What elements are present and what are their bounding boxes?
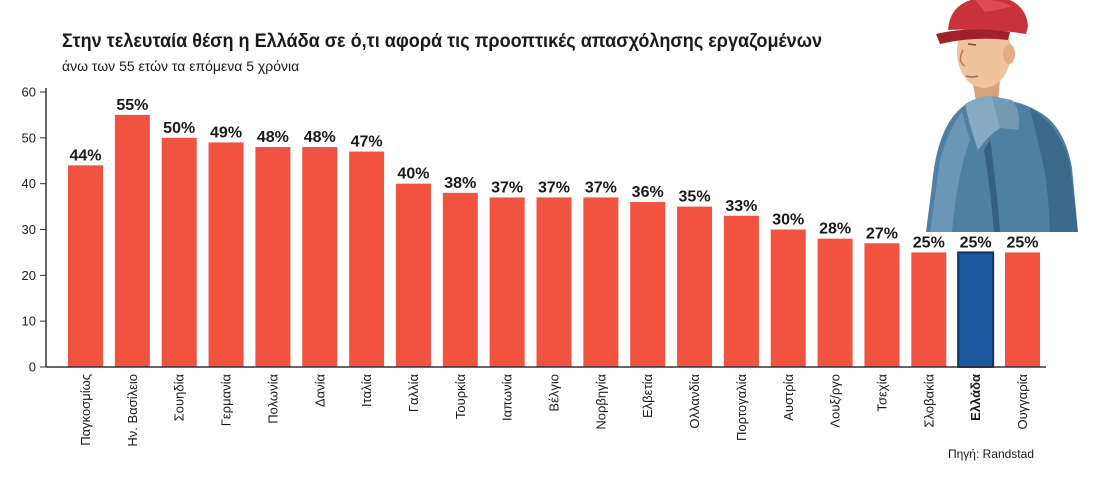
category-label: Νορβηγία bbox=[593, 374, 608, 430]
value-label: 55% bbox=[116, 97, 148, 114]
category-label: Γαλλία bbox=[406, 374, 421, 413]
y-axis: 0 10 20 30 40 50 60 bbox=[22, 85, 47, 375]
value-label: 25% bbox=[913, 234, 945, 251]
bar bbox=[68, 165, 103, 367]
category-label: Τουρκία bbox=[453, 374, 468, 420]
category-label: Ιταλία bbox=[359, 374, 374, 407]
bar bbox=[536, 197, 572, 367]
bar bbox=[630, 202, 666, 367]
value-label: 28% bbox=[819, 221, 851, 238]
bar-highlighted bbox=[957, 251, 995, 369]
bar bbox=[583, 197, 619, 367]
category-label: Ολλανδία bbox=[687, 374, 702, 429]
value-label: 38% bbox=[444, 175, 476, 192]
value-label: 35% bbox=[679, 189, 711, 206]
category-label: Ελβετία bbox=[640, 374, 655, 418]
bar bbox=[442, 192, 478, 367]
y-tick-label: 50 bbox=[22, 130, 36, 145]
y-tick-label: 40 bbox=[22, 176, 36, 191]
category-label: Βέλγιο bbox=[547, 374, 562, 412]
value-label: 25% bbox=[1006, 234, 1038, 251]
category-label: Πολωνία bbox=[265, 374, 280, 424]
bar bbox=[864, 243, 900, 367]
y-tick-label: 10 bbox=[22, 314, 36, 329]
value-label: 40% bbox=[397, 166, 429, 183]
value-label: 37% bbox=[538, 179, 570, 196]
category-label: Ουγγαρία bbox=[1015, 374, 1030, 430]
category-label: Τσεχία bbox=[874, 374, 889, 412]
value-label: 27% bbox=[866, 225, 898, 242]
bar bbox=[723, 215, 759, 367]
bar bbox=[395, 183, 431, 367]
category-label: Ιαπωνία bbox=[500, 374, 515, 421]
chart-subtitle: άνω των 55 ετών τα επόμενα 5 χρόνια bbox=[62, 58, 299, 74]
bar bbox=[677, 206, 713, 367]
value-label: 50% bbox=[163, 120, 195, 137]
bar bbox=[489, 197, 525, 367]
value-label: 37% bbox=[491, 179, 523, 196]
value-label: 47% bbox=[351, 134, 383, 151]
category-label: Σουηδία bbox=[172, 374, 187, 422]
category-label: Παγκοσμίως bbox=[78, 374, 93, 446]
category-label: Γερμανία bbox=[219, 374, 234, 427]
bar bbox=[208, 142, 244, 367]
bar bbox=[817, 238, 853, 367]
category-label: Σλοβακία bbox=[921, 374, 936, 428]
value-label: 44% bbox=[69, 147, 101, 164]
bar bbox=[911, 252, 947, 367]
value-label: 48% bbox=[257, 129, 289, 146]
source-note: Πηγή: Randstad bbox=[948, 447, 1034, 461]
category-label: Πορτογαλία bbox=[734, 374, 749, 441]
y-tick-label: 60 bbox=[22, 85, 36, 100]
bars bbox=[68, 114, 1040, 369]
value-label: 36% bbox=[632, 184, 664, 201]
bar bbox=[302, 147, 338, 367]
x-axis-labels: Παγκοσμίως Ην. Βασίλειο Σουηδία Γερμανία Πολ… bbox=[78, 374, 1030, 447]
value-label: 48% bbox=[304, 129, 336, 146]
category-label: Ην. Βασίλειο bbox=[125, 374, 140, 447]
man-illustration bbox=[926, 0, 1078, 232]
y-tick-label: 30 bbox=[22, 222, 36, 237]
y-tick-label: 20 bbox=[22, 268, 36, 283]
bar bbox=[255, 147, 291, 367]
bar bbox=[114, 114, 150, 368]
y-tick-label: 0 bbox=[29, 360, 36, 375]
bar bbox=[161, 137, 197, 367]
value-label: 33% bbox=[725, 198, 757, 215]
bar bbox=[1005, 252, 1040, 367]
value-label: 37% bbox=[585, 179, 617, 196]
value-label: 49% bbox=[210, 124, 242, 141]
bar bbox=[770, 229, 806, 367]
category-label: Λουξ/ργο bbox=[828, 374, 843, 428]
value-labels: 44% 55% 50% 49% 48% 48% 47% 40% 38% 37% 37% 37% 36% 3… bbox=[69, 97, 1038, 252]
category-label-highlighted: Ελλάδα bbox=[968, 374, 983, 421]
category-label: Αυστρία bbox=[781, 374, 796, 421]
bar bbox=[349, 151, 385, 367]
value-label: 25% bbox=[960, 234, 992, 251]
chart-title: Στην τελευταία θέση η Ελλάδα σε ό,τι αφο… bbox=[62, 31, 822, 52]
category-label: Δανία bbox=[312, 374, 327, 408]
value-label: 30% bbox=[772, 212, 804, 229]
